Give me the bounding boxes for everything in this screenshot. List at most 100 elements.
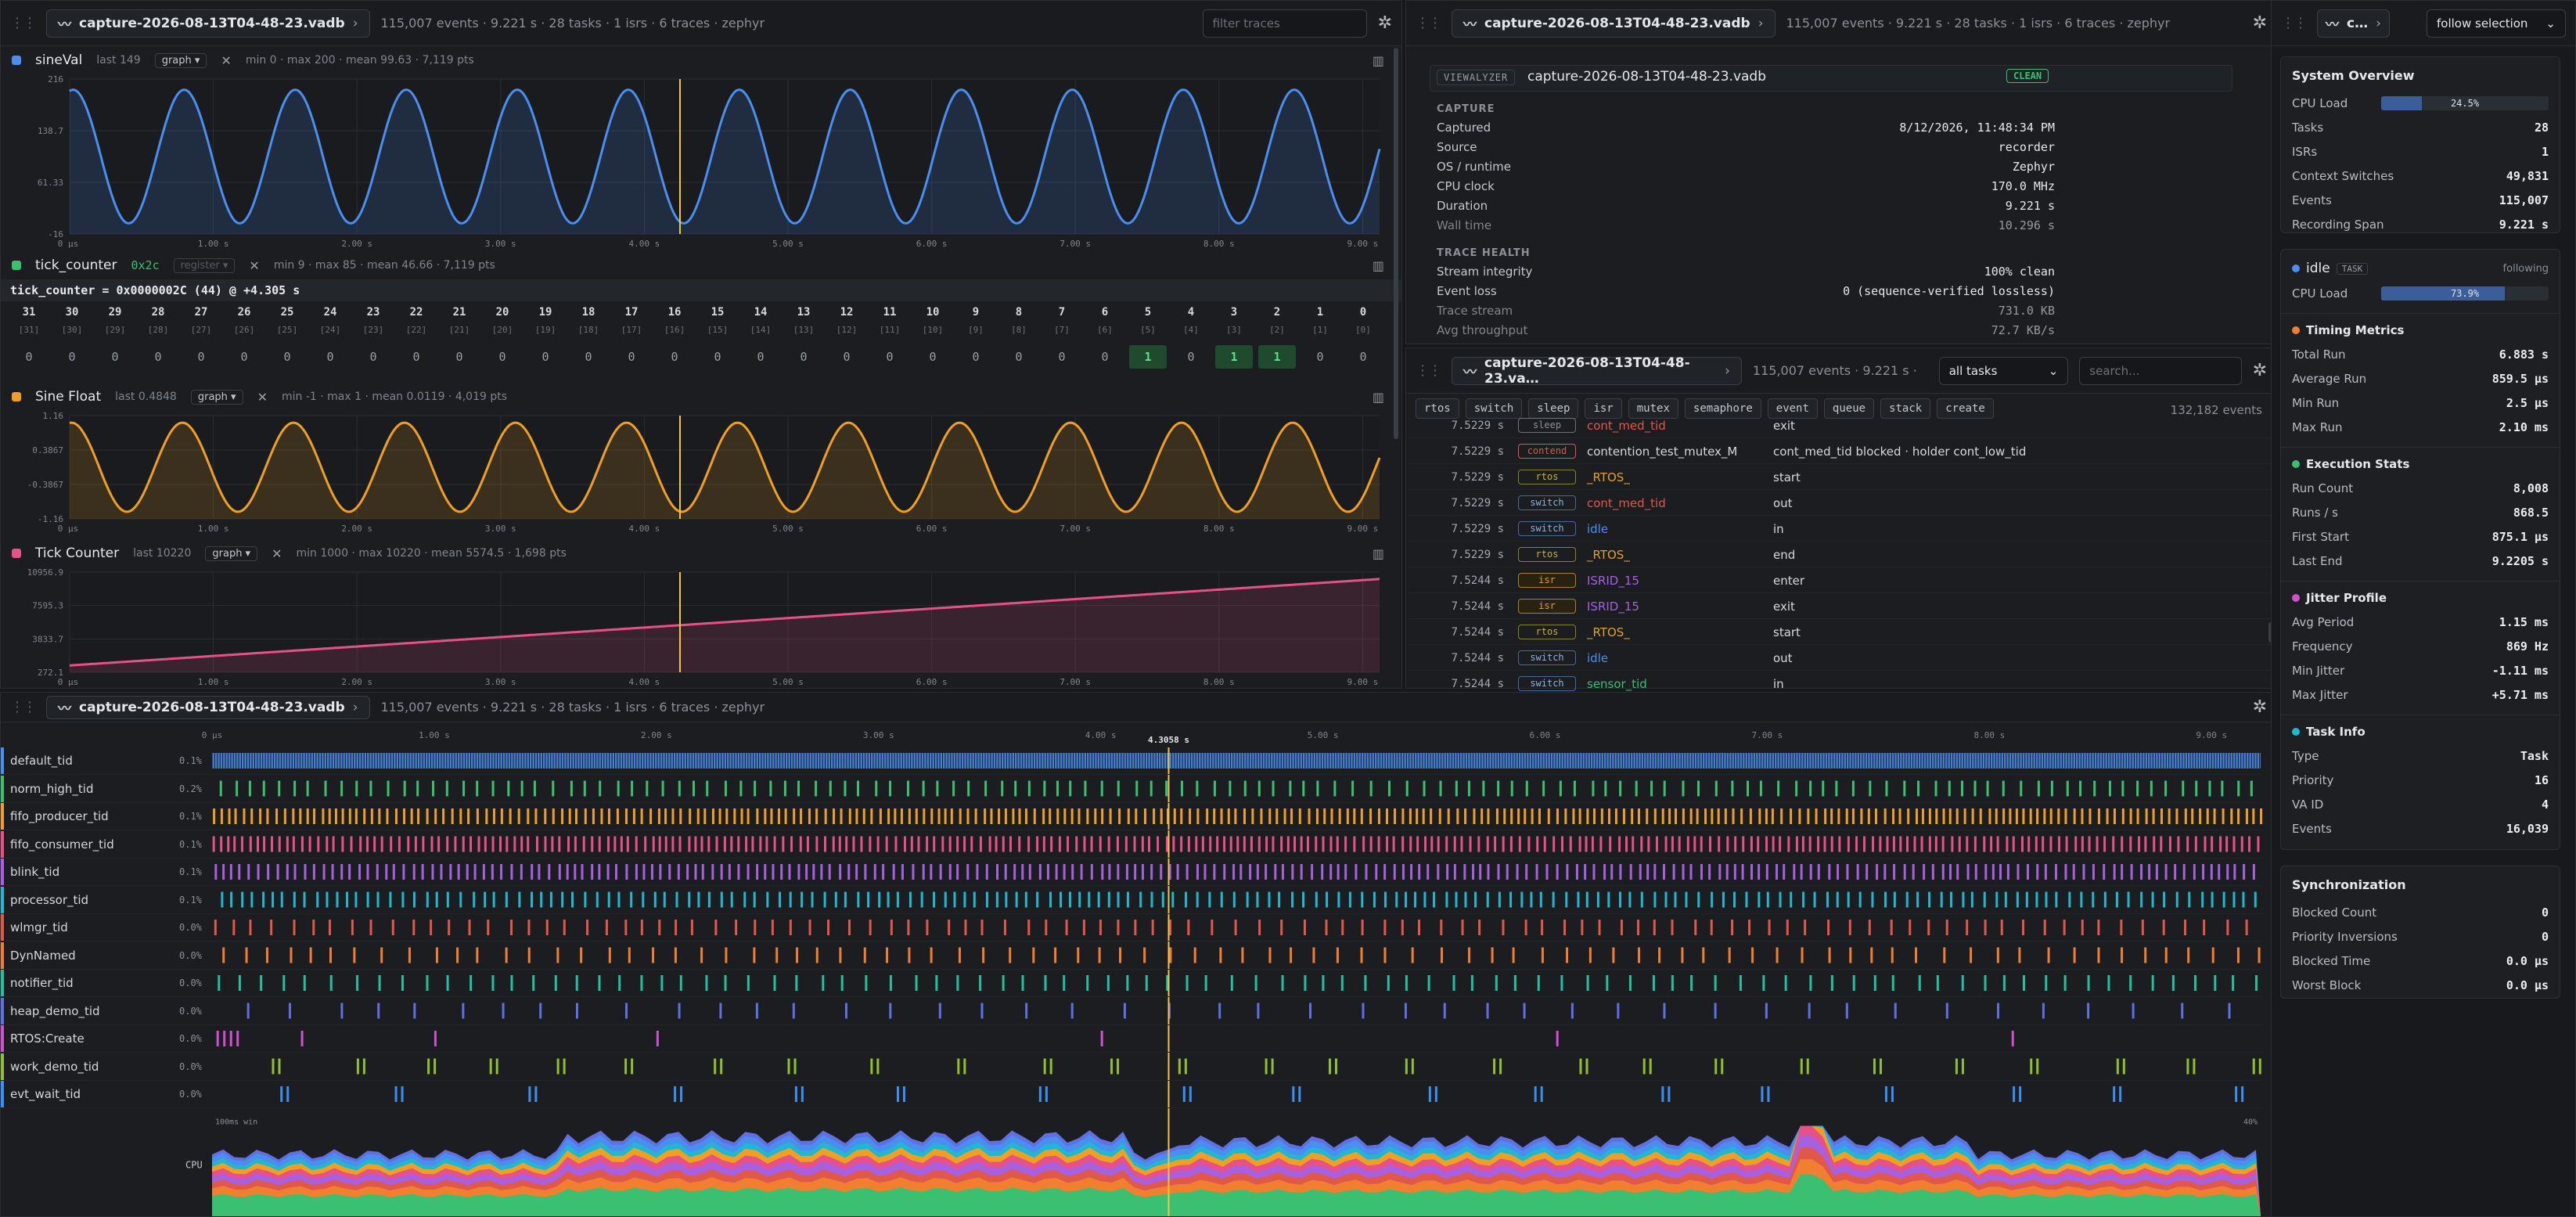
register-bit[interactable]: 13 [13] 0 [785, 306, 822, 369]
register-bit[interactable]: 19 [19] 0 [527, 306, 564, 369]
bar-chart-icon[interactable]: ▥ [1372, 545, 1384, 561]
register-bit[interactable]: 3 [3] 1 [1215, 306, 1253, 369]
register-bit[interactable]: 18 [18] 0 [570, 306, 607, 369]
register-bit[interactable]: 24 [24] 0 [311, 306, 349, 369]
settings-icon[interactable]: ✲ [2252, 697, 2267, 717]
register-bit[interactable]: 15 [15] 0 [699, 306, 736, 369]
register-bit[interactable]: 2 [2] 1 [1258, 306, 1296, 369]
register-bit[interactable]: 0 [0] 0 [1344, 306, 1382, 369]
register-bit[interactable]: 1 [1] 0 [1301, 306, 1339, 369]
trace-mode-select[interactable]: graph ▾ [190, 389, 243, 405]
drag-handle-icon[interactable]: ⋮⋮ [10, 699, 37, 715]
close-icon[interactable]: ✕ [272, 545, 282, 561]
event-row[interactable]: 7.5244 s switch idle out [1409, 646, 2277, 671]
timeline-row[interactable]: fifo_producer_tid 0.1% [1, 803, 2262, 830]
register-bit[interactable]: 16 [16] 0 [656, 306, 693, 369]
register-bit[interactable]: 29 [29] 0 [96, 306, 134, 369]
event-row[interactable]: 7.5229 s rtos _RTOS_ end [1409, 542, 2277, 567]
bar-chart-icon[interactable]: ▥ [1372, 257, 1384, 273]
close-icon[interactable]: ✕ [257, 389, 268, 405]
timeline-row[interactable]: notifier_tid 0.0% [1, 970, 2262, 997]
register-bit[interactable]: 4 [4] 0 [1172, 306, 1210, 369]
file-selector[interactable]: 〰 capture-2026-08-13T04-48-23.vadb › [46, 9, 370, 38]
file-selector[interactable]: 〰 capture-2026-08-13T04-48-23.vadb › [46, 695, 370, 719]
register-bit[interactable]: 22 [22] 0 [398, 306, 435, 369]
sineval-plot[interactable]: 0 μs 1.00 s 2.00 s 3.00 s 4.00 s 5.00 s 6.00 s… [1, 74, 1402, 251]
register-bit[interactable]: 9 [9] 0 [957, 306, 995, 369]
filter-tag-stack[interactable]: stack [1880, 398, 1931, 419]
timeline-row[interactable]: default_tid 0.1% [1, 747, 2262, 775]
event-row[interactable]: 7.5244 s isr ISRID_15 enter [1409, 568, 2277, 593]
timeline-row[interactable]: RTOS:Create 0.0% [1, 1025, 2262, 1053]
event-search-input[interactable]: search... [2079, 356, 2242, 385]
settings-icon[interactable]: ✲ [1377, 13, 1392, 33]
event-row[interactable]: 7.5229 s rtos _RTOS_ start [1409, 465, 2277, 490]
filter-tag-isr[interactable]: isr [1585, 398, 1622, 419]
event-row[interactable]: 7.5229 s contend contention_test_mutex_M… [1409, 439, 2277, 464]
filter-tag-sleep[interactable]: sleep [1528, 398, 1579, 419]
register-bit[interactable]: 7 [7] 0 [1043, 306, 1081, 369]
event-row[interactable]: 7.5244 s rtos _RTOS_ start [1409, 620, 2277, 645]
filter-tag-queue[interactable]: queue [1823, 398, 1875, 419]
register-bit[interactable]: 27 [27] 0 [182, 306, 220, 369]
file-selector[interactable]: 〰 c… › [2317, 9, 2390, 38]
filter-tag-mutex[interactable]: mutex [1628, 398, 1678, 419]
register-bit[interactable]: 8 [8] 0 [1000, 306, 1038, 369]
trace-mode-select[interactable]: graph ▾ [205, 545, 258, 561]
register-bit[interactable]: 12 [12] 0 [828, 306, 865, 369]
timeline-row[interactable]: norm_high_tid 0.2% [1, 775, 2262, 803]
register-bit[interactable]: 5 [5] 1 [1129, 306, 1167, 369]
filter-tag-rtos[interactable]: rtos [1416, 398, 1459, 419]
timeline-row[interactable]: processor_tid 0.1% [1, 886, 2262, 914]
close-icon[interactable]: ✕ [221, 52, 232, 68]
filter-tag-event[interactable]: event [1767, 398, 1818, 419]
tick-counter-plot[interactable]: 0 μs 1.00 s 2.00 s 3.00 s 4.00 s 5.00 s 6.00 s… [1, 567, 1402, 689]
register-bit[interactable]: 17 [17] 0 [613, 306, 650, 369]
event-row[interactable]: 7.5244 s isr ISRID_15 exit [1409, 594, 2277, 619]
drag-handle-icon[interactable]: ⋮⋮ [2281, 15, 2308, 31]
trace-mode-select[interactable]: graph ▾ [154, 52, 207, 68]
drag-handle-icon[interactable]: ⋮⋮ [10, 15, 37, 31]
timeline-row[interactable]: wlmgr_tid 0.0% [1, 914, 2262, 942]
event-row[interactable]: 7.5229 s switch cont_med_tid out [1409, 491, 2277, 516]
register-bit[interactable]: 6 [6] 0 [1086, 306, 1124, 369]
register-bit[interactable]: 28 [28] 0 [139, 306, 177, 369]
sine-float-plot[interactable]: 0 μs 1.00 s 2.00 s 3.00 s 4.00 s 5.00 s 6.00 s… [1, 411, 1402, 536]
scrollbar[interactable] [1394, 48, 1398, 439]
timeline-row[interactable]: work_demo_tid 0.0% [1, 1053, 2262, 1081]
drag-handle-icon[interactable]: ⋮⋮ [1416, 362, 1442, 379]
register-bit[interactable]: 10 [10] 0 [914, 306, 952, 369]
register-bit[interactable]: 23 [23] 0 [354, 306, 392, 369]
register-bit[interactable]: 14 [14] 0 [742, 306, 779, 369]
event-row[interactable]: 7.5229 s switch idle in [1409, 517, 2277, 542]
register-bit[interactable]: 20 [20] 0 [484, 306, 521, 369]
timeline-row[interactable]: heap_demo_tid 0.0% [1, 997, 2262, 1025]
timeline-row[interactable]: DynNamed 0.0% [1, 942, 2262, 970]
filter-tag-semaphore[interactable]: semaphore [1684, 398, 1761, 419]
timeline-row[interactable]: blink_tid 0.1% [1, 859, 2262, 886]
register-bit[interactable]: 21 [21] 0 [441, 306, 478, 369]
register-bit[interactable]: 30 [30] 0 [53, 306, 91, 369]
drag-handle-icon[interactable]: ⋮⋮ [1416, 15, 1442, 31]
task-filter-select[interactable]: all tasks ⌄ [1938, 356, 2069, 385]
register-bit[interactable]: 25 [25] 0 [268, 306, 306, 369]
filter-tag-create[interactable]: create [1937, 398, 1994, 419]
follow-mode-select[interactable]: follow selection ⌄ [2427, 9, 2566, 38]
close-icon[interactable]: ✕ [249, 257, 260, 273]
filter-traces-input[interactable]: filter traces [1202, 9, 1367, 38]
timeline-row[interactable]: fifo_consumer_tid 0.1% [1, 830, 2262, 859]
bar-chart-icon[interactable]: ▥ [1372, 52, 1384, 68]
register-bit[interactable]: 11 [11] 0 [871, 306, 908, 369]
file-selector[interactable]: 〰 capture-2026-08-13T04-48-23.vadb › [1452, 9, 1775, 38]
event-row[interactable]: 7.5229 s sleep cont_med_tid exit [1409, 413, 2277, 438]
filter-tag-switch[interactable]: switch [1465, 398, 1523, 419]
file-selector[interactable]: 〰 capture-2026-08-13T04-48-23.va… › [1452, 355, 1742, 387]
settings-icon[interactable]: ✲ [2252, 13, 2267, 33]
settings-icon[interactable]: ✲ [2252, 361, 2267, 380]
timeline-canvas[interactable]: 0 μs 1.00 s 2.00 s 3.00 s 4.00 s 5.00 s 6.00 s… [1, 722, 2277, 1217]
bar-chart-icon[interactable]: ▥ [1372, 389, 1384, 405]
register-bit[interactable]: 26 [26] 0 [225, 306, 263, 369]
timeline-row[interactable]: evt_wait_tid 0.0% [1, 1081, 2262, 1108]
trace-mode-select[interactable]: register ▾ [173, 257, 236, 273]
register-bit[interactable]: 31 [31] 0 [10, 306, 48, 369]
